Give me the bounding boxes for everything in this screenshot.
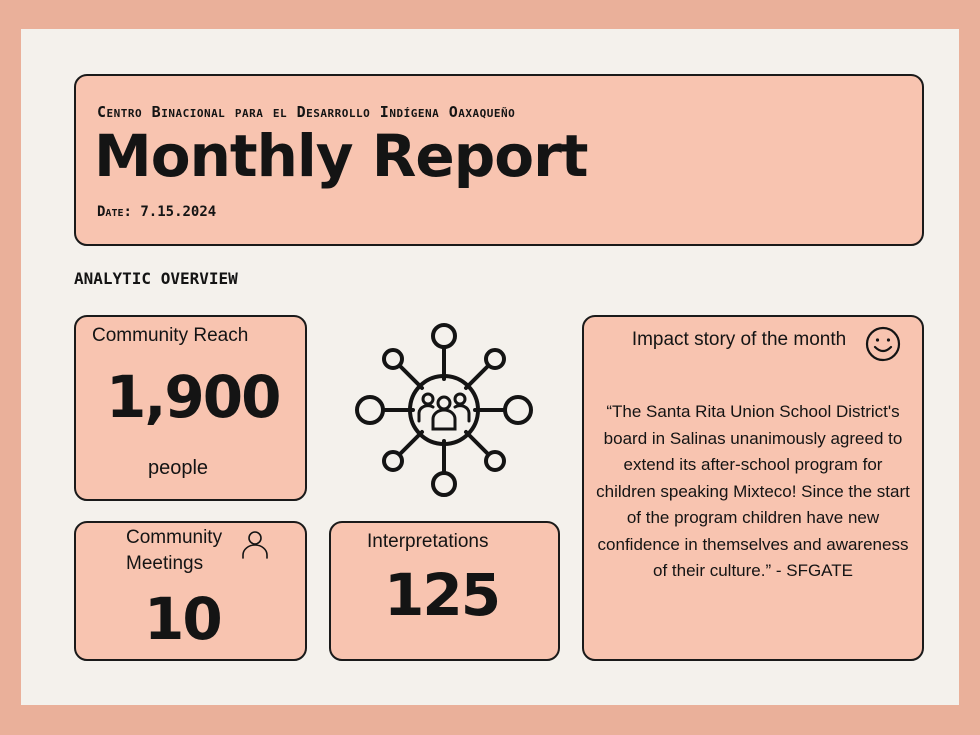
impact-story-card: Impact story of the month “The Santa Rit… xyxy=(582,315,924,661)
community-meetings-card: Community Meetings 10 xyxy=(74,521,307,661)
impact-story-title: Impact story of the month xyxy=(631,329,847,350)
section-label: ANALYTIC OVERVIEW xyxy=(74,269,238,288)
report-page: Centro Binacional para el Desarrollo Ind… xyxy=(21,29,959,705)
report-header: Centro Binacional para el Desarrollo Ind… xyxy=(74,74,924,246)
smile-icon xyxy=(865,326,901,362)
community-reach-value: 1,900 xyxy=(106,363,281,431)
community-reach-card: Community Reach 1,900 people xyxy=(74,315,307,501)
page-title: Monthly Report xyxy=(94,122,588,190)
organization-name: Centro Binacional para el Desarrollo Ind… xyxy=(97,103,516,121)
community-meetings-value: 10 xyxy=(144,585,223,653)
report-date: Date: 7.15.2024 xyxy=(97,204,217,220)
community-reach-label: Community Reach xyxy=(92,325,249,346)
interpretations-label: Interpretations xyxy=(367,531,489,552)
network-people-icon xyxy=(355,323,533,497)
interpretations-card: Interpretations 125 xyxy=(329,521,560,661)
community-meetings-label-line2: Meetings xyxy=(126,553,204,574)
community-reach-unit: people xyxy=(148,457,209,479)
interpretations-value: 125 xyxy=(384,561,501,629)
community-meetings-label-line1: Community xyxy=(126,527,223,548)
person-icon xyxy=(242,531,268,559)
impact-story-quote: “The Santa Rita Union School District's … xyxy=(596,402,910,580)
